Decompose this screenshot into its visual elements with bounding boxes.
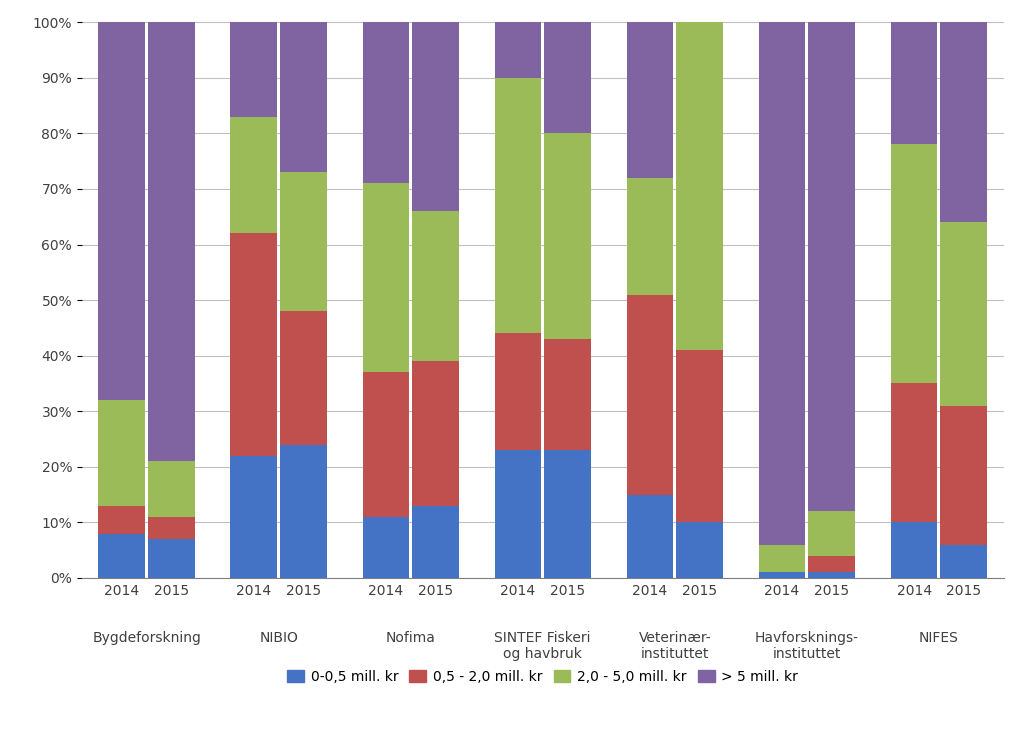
Bar [362,373,410,517]
Bar [544,339,591,451]
Text: Veterinær-
instituttet: Veterinær- instituttet [638,631,711,661]
Bar [280,22,327,173]
Bar [544,133,591,339]
Bar [495,333,542,451]
Bar [147,22,195,461]
Bar [147,517,195,539]
Bar [759,22,806,545]
Bar [891,22,938,144]
Bar [98,506,145,534]
Bar [940,222,987,406]
Bar [676,22,723,350]
Bar [98,400,145,506]
Bar [891,522,938,578]
Bar [495,78,542,333]
Bar [627,295,674,495]
Bar [230,116,278,233]
Legend: 0-0,5 mill. kr, 0,5 - 2,0 mill. kr, 2,0 - 5,0 mill. kr, > 5 mill. kr: 0-0,5 mill. kr, 0,5 - 2,0 mill. kr, 2,0 … [283,665,803,688]
Bar [940,406,987,545]
Bar [627,495,674,578]
Text: Havforsknings-
instituttet: Havforsknings- instituttet [755,631,859,661]
Bar [940,22,987,222]
Bar [412,211,459,362]
Bar [362,517,410,578]
Bar [495,451,542,578]
Bar [147,539,195,578]
Bar [759,572,806,578]
Bar [627,178,674,295]
Text: Nofima: Nofima [386,631,435,645]
Text: NIBIO: NIBIO [259,631,298,645]
Bar [808,556,855,572]
Bar [891,384,938,522]
Text: NIFES: NIFES [919,631,958,645]
Bar [280,445,327,578]
Bar [412,506,459,578]
Bar [362,184,410,373]
Bar [627,22,674,178]
Bar [759,545,806,572]
Bar [230,233,278,456]
Bar [98,534,145,578]
Bar [230,456,278,578]
Bar [412,22,459,211]
Bar [940,545,987,578]
Bar [98,22,145,400]
Bar [280,311,327,445]
Bar [412,362,459,506]
Bar [495,22,542,78]
Bar [362,22,410,184]
Bar [891,144,938,384]
Bar [676,350,723,522]
Text: SINTEF Fiskeri
og havbruk: SINTEF Fiskeri og havbruk [495,631,591,661]
Bar [230,22,278,116]
Bar [544,451,591,578]
Bar [544,22,591,133]
Bar [147,461,195,517]
Bar [808,22,855,511]
Bar [280,173,327,311]
Text: Bygdeforskning: Bygdeforskning [92,631,201,645]
Bar [676,522,723,578]
Bar [808,572,855,578]
Bar [808,511,855,556]
